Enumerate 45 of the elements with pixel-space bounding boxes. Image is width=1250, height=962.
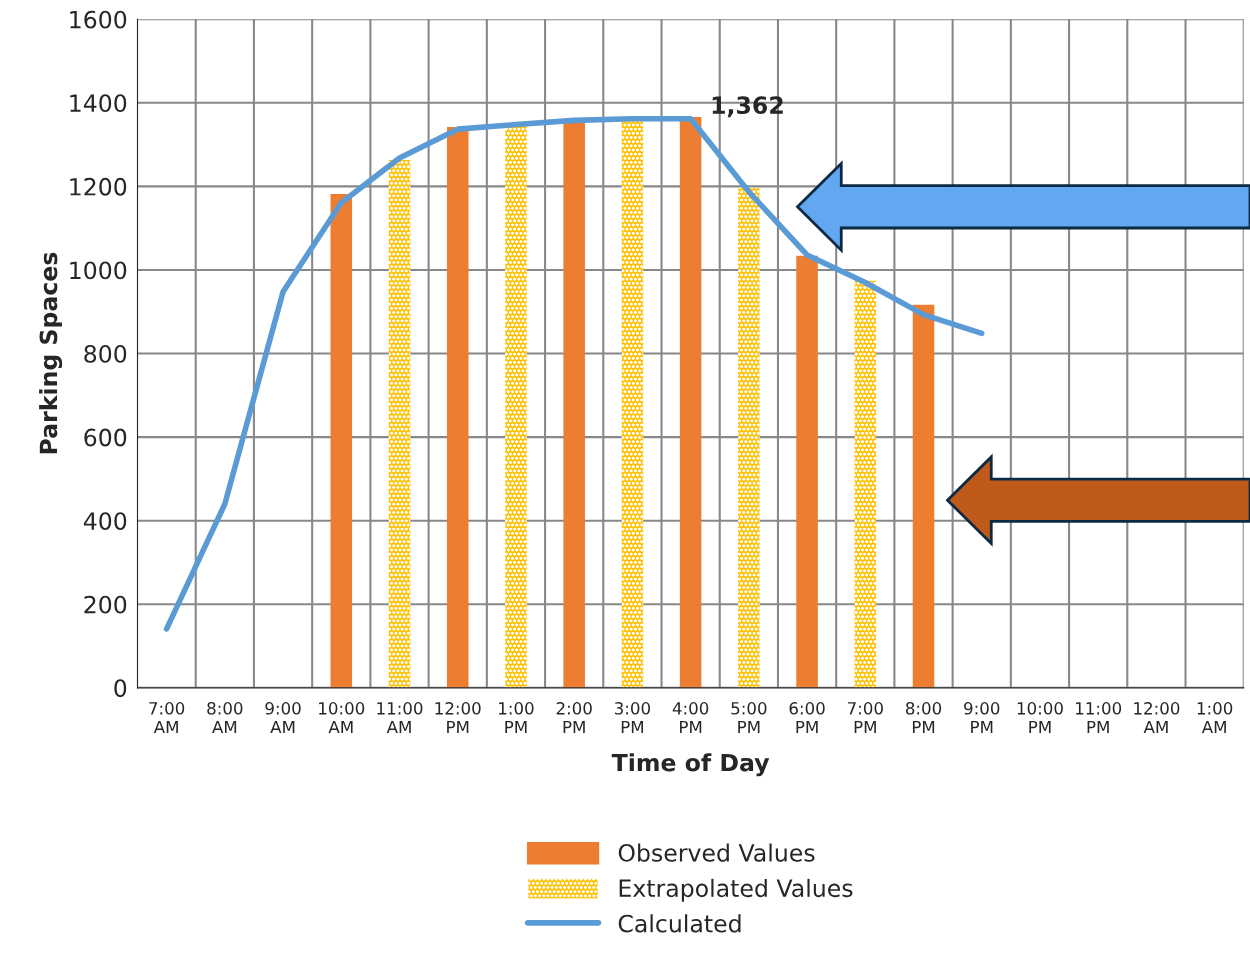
y-tick-label: 0 bbox=[114, 679, 127, 698]
x-tick-label: 2:00 PM bbox=[556, 702, 592, 734]
x-tick-label: 1:00 PM bbox=[499, 702, 534, 734]
bar bbox=[330, 193, 353, 688]
bar bbox=[738, 188, 760, 688]
y-tick-label: 1000 bbox=[70, 261, 127, 280]
x-tick-label: 7:00 PM bbox=[847, 702, 883, 734]
x-tick-label: 9:00 PM bbox=[964, 702, 1000, 734]
bar bbox=[912, 304, 935, 688]
bar bbox=[505, 124, 527, 688]
x-tick-label: 11:00 AM bbox=[377, 702, 423, 734]
x-tick-label: 11:00 PM bbox=[1076, 702, 1122, 734]
annotation: 1,362 bbox=[712, 96, 783, 118]
bar bbox=[388, 160, 411, 688]
y-axis-title: Parking Spaces bbox=[39, 252, 63, 454]
x-tick-label: 1:00 AM bbox=[1197, 702, 1233, 734]
bar bbox=[679, 117, 702, 688]
y-tick-label: 800 bbox=[84, 344, 127, 363]
x-tick-label: 5:00 PM bbox=[731, 702, 767, 734]
y-tick-label: 600 bbox=[84, 428, 127, 447]
y-tick-label: 1400 bbox=[70, 94, 127, 113]
bar bbox=[854, 280, 877, 688]
bar bbox=[563, 121, 585, 688]
x-tick-label: 8:00 PM bbox=[905, 702, 942, 734]
bar bbox=[446, 127, 469, 688]
legend-label: Extrapolated Values bbox=[619, 878, 853, 902]
y-tick-label: 400 bbox=[83, 512, 127, 530]
x-tick-label: 4:00 PM bbox=[672, 702, 709, 734]
x-tick-label: 10:00 PM bbox=[1017, 702, 1063, 734]
x-tick-label: 9:00 AM bbox=[265, 702, 301, 734]
legend-label: Calculated bbox=[618, 914, 741, 933]
x-tick-label: 10:00 AM bbox=[319, 702, 365, 734]
bar bbox=[796, 255, 818, 688]
x-axis-title: Time of Day bbox=[611, 753, 770, 777]
x-tick-label: 6:00 PM bbox=[789, 702, 825, 734]
y-tick-label: 1200 bbox=[70, 177, 127, 196]
legend-label: Observed Values bbox=[618, 843, 815, 862]
x-tick-label: 8:00 AM bbox=[207, 702, 243, 734]
y-tick-label: 1600 bbox=[70, 10, 127, 29]
x-tick-label: 3:00 PM bbox=[614, 702, 651, 734]
x-tick-label: 12:00 AM bbox=[1134, 702, 1180, 734]
x-tick-label: 12:00 PM bbox=[435, 702, 481, 734]
x-tick-label: 7:00 AM bbox=[149, 702, 185, 734]
bar bbox=[621, 119, 644, 688]
y-tick-label: 200 bbox=[84, 595, 127, 614]
